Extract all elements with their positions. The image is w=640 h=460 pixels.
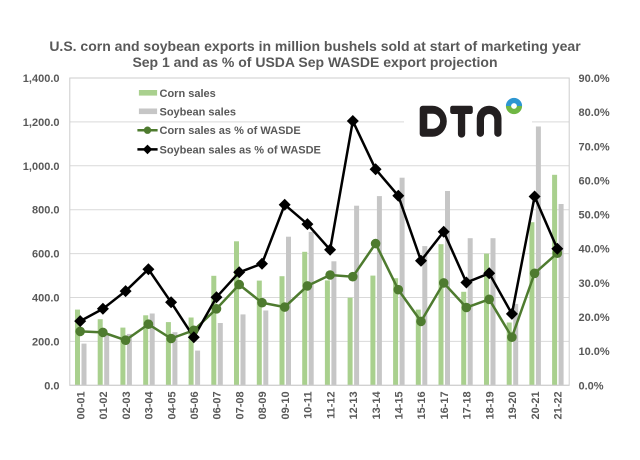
svg-text:10.0%: 10.0% [579,346,610,358]
svg-text:12-13: 12-13 [348,391,360,419]
svg-text:18-19: 18-19 [484,391,496,419]
svg-text:20-21: 20-21 [530,391,542,419]
svg-text:400.0: 400.0 [32,293,60,305]
svg-text:0.0%: 0.0% [579,380,604,392]
svg-text:90.0%: 90.0% [579,73,610,85]
svg-text:70.0%: 70.0% [579,141,610,153]
svg-text:Corn sales: Corn sales [160,88,216,100]
svg-text:1,400.0: 1,400.0 [23,73,60,85]
svg-text:Soybean sales: Soybean sales [160,106,236,118]
svg-text:20.0%: 20.0% [579,312,610,324]
svg-text:60.0%: 60.0% [579,175,610,187]
svg-text:Corn sales as % of WASDE: Corn sales as % of WASDE [160,125,301,137]
svg-text:0.0: 0.0 [44,380,59,392]
svg-text:11-12: 11-12 [325,391,337,419]
svg-text:10-11: 10-11 [303,391,315,419]
svg-text:800.0: 800.0 [32,205,60,217]
svg-text:17-18: 17-18 [462,391,474,419]
svg-text:02-03: 02-03 [121,391,133,419]
svg-text:80.0%: 80.0% [579,107,610,119]
svg-text:09-10: 09-10 [280,391,292,419]
svg-text:600.0: 600.0 [32,249,60,261]
svg-text:14-15: 14-15 [394,391,406,419]
svg-text:1,000.0: 1,000.0 [23,161,60,173]
svg-text:08-09: 08-09 [257,391,269,419]
svg-text:07-08: 07-08 [234,391,246,419]
svg-text:00-01: 00-01 [75,391,87,419]
svg-text:06-07: 06-07 [212,391,224,419]
svg-text:40.0%: 40.0% [579,244,610,256]
svg-text:Soybean sales as % of WASDE: Soybean sales as % of WASDE [160,144,321,156]
svg-text:13-14: 13-14 [371,391,383,420]
svg-text:19-20: 19-20 [507,391,519,419]
svg-text:200.0: 200.0 [32,336,60,348]
svg-text:16-17: 16-17 [439,391,451,419]
svg-text:03-04: 03-04 [144,391,156,420]
svg-text:01-02: 01-02 [98,391,110,419]
svg-text:1,200.0: 1,200.0 [23,117,60,129]
svg-text:05-06: 05-06 [189,391,201,419]
svg-text:30.0%: 30.0% [579,278,610,290]
svg-text:50.0%: 50.0% [579,210,610,222]
svg-text:15-16: 15-16 [416,391,428,419]
svg-text:04-05: 04-05 [166,391,178,419]
svg-text:21-22: 21-22 [553,391,565,419]
